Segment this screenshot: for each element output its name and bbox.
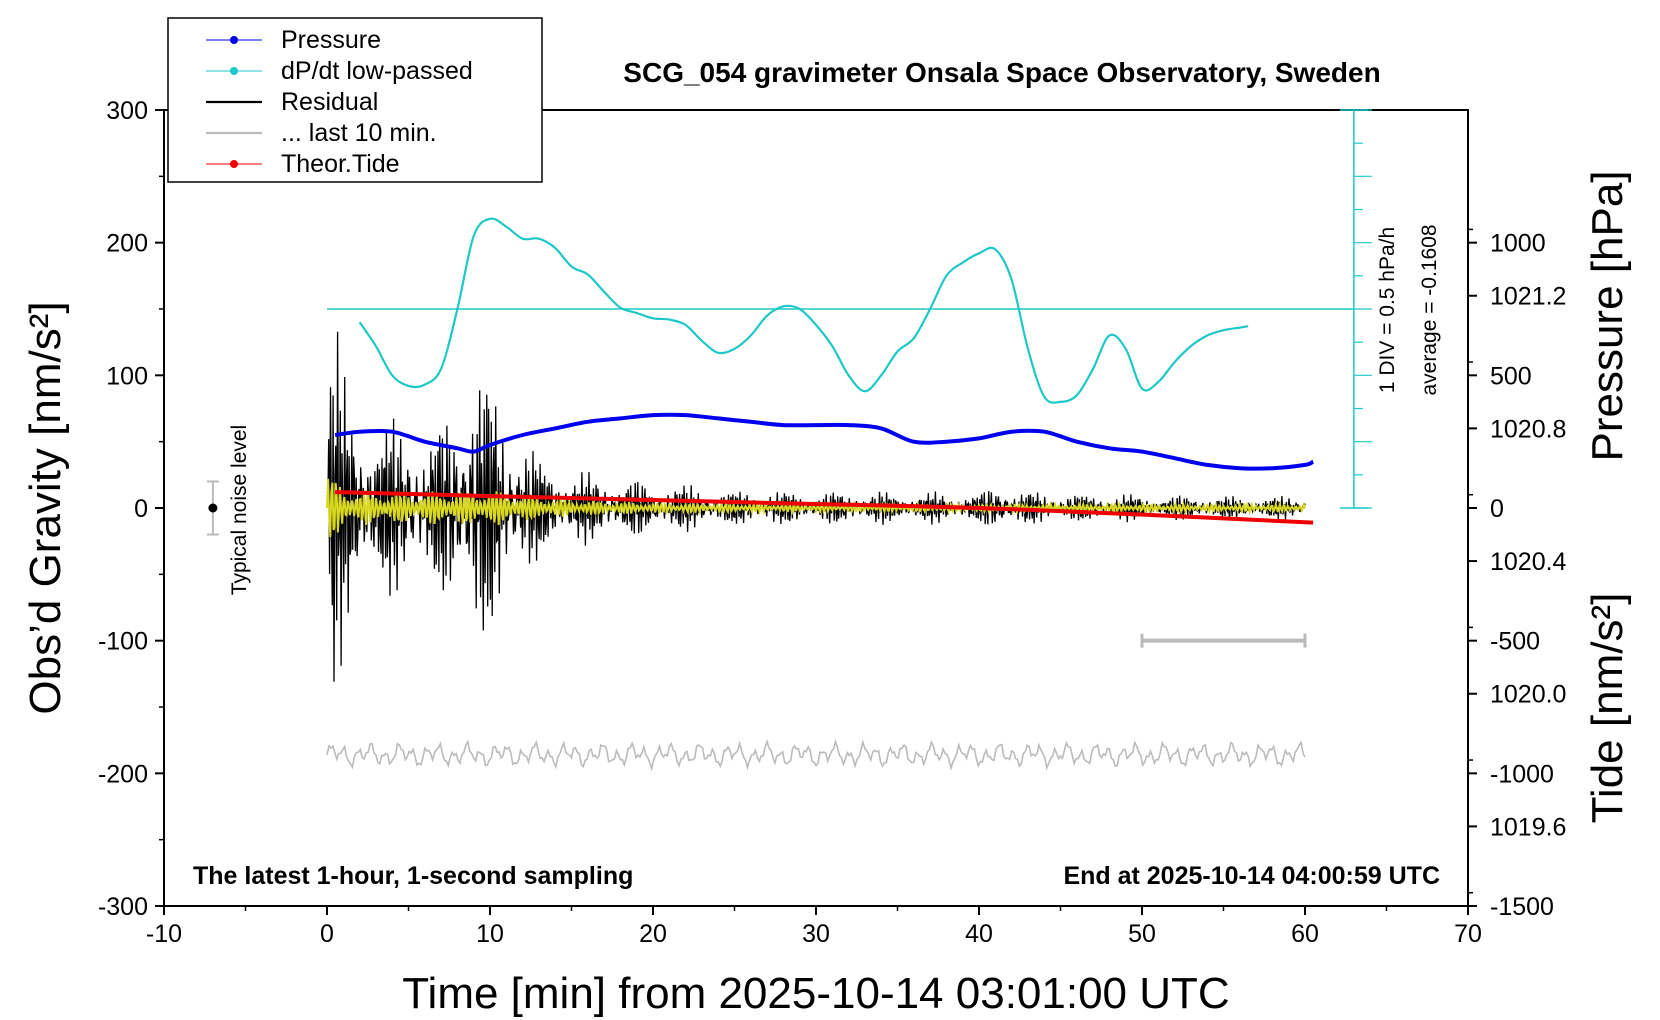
x-axis-ticks: -10 0 10 20 30 40 50 60 70 [146,906,1482,948]
x-tick-label: 50 [1128,920,1156,948]
residual-smoothed-line [326,478,1306,538]
sampling-annotation: The latest 1-hour, 1-second sampling [193,862,633,890]
pressure-axis-title: Pressure [hPa] [1583,170,1632,461]
pressure-axis-ticks: 1021.2 1020.8 1020.4 1020.0 1019.6 [1468,228,1567,894]
pressure-tick-label: 1020.8 [1490,415,1566,443]
dpdt-line [358,217,1249,404]
noise-level-label: Typical noise level [228,425,251,595]
legend: Pressure dP/dt low-passed Residual ... last… [167,17,543,183]
gravity-tick-label: -300 [98,893,148,921]
legend-label: ... last 10 min. [281,119,437,147]
x-tick-label: 10 [476,920,504,948]
legend-label: dP/dt low-passed [281,57,473,85]
legend-label: Pressure [281,26,381,54]
legend-label: Theor.Tide [281,150,400,178]
legend-marker [230,67,238,75]
gravity-tick-label: 200 [106,230,148,258]
x-tick-label: -10 [146,920,182,948]
dpdt-scale-label: 1 DIV = 0.5 hPa/h [1376,227,1399,393]
tide-tick-label: -1000 [1490,760,1554,788]
tide-axis-ticks: 1000 500 0 -500 -1000 -1500 [1468,230,1554,921]
chart-title: SCG_054 gravimeter Onsala Space Observat… [623,57,1380,88]
last-10-min-bar [1140,633,1307,648]
pressure-line [334,412,1315,471]
pressure-tick-label: 1020.4 [1490,548,1567,576]
x-tick-label: 20 [639,920,667,948]
x-tick-label: 40 [965,920,993,948]
gravity-tick-label: 100 [106,362,148,390]
x-tick-label: 70 [1454,920,1482,948]
dpdt-average-label: average = -0.1608 [1418,224,1441,395]
gravity-axis-title: Obs’d Gravity [nm/s²] [21,301,70,714]
pressure-tick-label: 1020.0 [1490,681,1566,709]
noise-bar-dot [208,503,218,513]
series-layer [326,217,1354,772]
end-time-annotation: End at 2025-10-14 04:00:59 UTC [1063,862,1440,890]
legend-marker [230,36,238,44]
tide-tick-label: -500 [1490,628,1540,656]
legend-marker [230,160,238,168]
legend-label: Residual [281,88,378,116]
tide-tick-label: 1000 [1490,230,1546,258]
legend-box [167,17,543,183]
tide-line [335,490,1314,525]
last-10-min-line [326,738,1306,772]
tide-tick-label: -1500 [1490,893,1554,921]
pressure-tick-label: 1021.2 [1490,283,1566,311]
gravity-axis-ticks: 300 200 100 0 -100 -200 -300 [98,97,164,921]
x-tick-label: 60 [1291,920,1319,948]
x-tick-label: 30 [802,920,830,948]
noise-level-bar [206,480,219,536]
x-axis-title: Time [min] from 2025-10-14 03:01:00 UTC [402,969,1229,1018]
tide-axis-title: Tide [nm/s²] [1583,593,1632,824]
gravity-tick-label: -100 [98,628,148,656]
tide-tick-label: 0 [1490,495,1504,523]
pressure-tick-label: 1019.6 [1490,813,1566,841]
x-tick-label: 0 [320,920,334,948]
gravity-tick-label: 300 [106,97,148,125]
gravity-tick-label: -200 [98,760,148,788]
gravity-tick-label: 0 [134,495,148,523]
tide-tick-label: 500 [1490,362,1532,390]
